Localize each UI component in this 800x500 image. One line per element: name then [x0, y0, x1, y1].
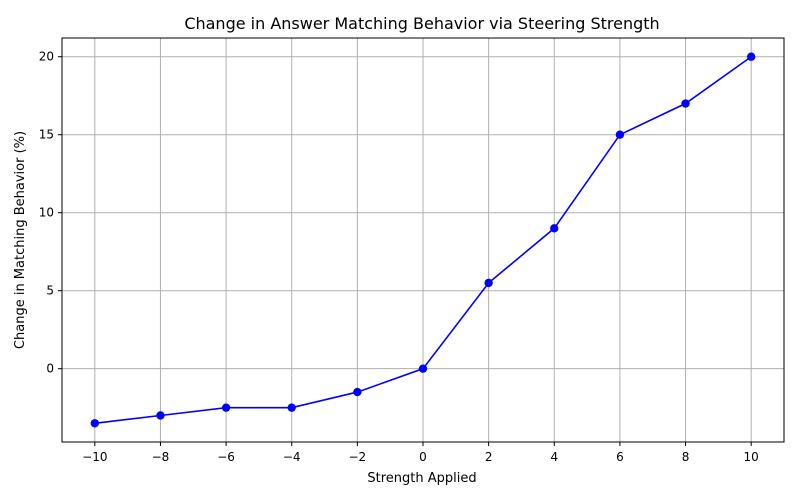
x-tick-label: 0	[419, 450, 427, 464]
grid	[62, 38, 784, 442]
data-point	[681, 99, 690, 108]
x-tick-label: 4	[550, 450, 558, 464]
data-point	[156, 411, 165, 420]
data-point	[287, 403, 296, 412]
y-tick-label: 15	[39, 128, 54, 142]
data-point	[90, 419, 100, 428]
plot-frame	[61, 37, 785, 443]
x-tick-label: 6	[616, 450, 624, 464]
y-tick-label: 10	[39, 206, 54, 220]
x-tick-label: −2	[349, 450, 367, 464]
x-axis-label: Strength Applied	[367, 471, 476, 486]
x-tick-label: −4	[283, 450, 301, 464]
data-point	[221, 403, 231, 412]
x-tick-label: 2	[485, 450, 493, 464]
x-tick-label: −8	[152, 450, 170, 464]
x-tick-label: 10	[744, 450, 759, 464]
data-point	[484, 278, 493, 288]
y-axis-label: Change in Matching Behavior (%)	[13, 131, 28, 349]
x-tick-label: −10	[82, 450, 107, 464]
axis-ticks: −10 −8 −6 −4 −2 0 2 4 6 8 10 0 5 10 15 20	[39, 50, 759, 464]
x-tick-label: −6	[217, 450, 235, 464]
series-layer	[90, 52, 756, 428]
y-tick-label: 5	[46, 284, 54, 298]
y-tick-label: 0	[46, 362, 54, 376]
x-tick-label: 8	[682, 450, 690, 464]
data-point	[746, 52, 756, 61]
data-point	[615, 130, 625, 139]
data-point	[353, 387, 362, 397]
data-point	[418, 364, 428, 373]
data-point	[550, 224, 559, 233]
y-tick-label: 20	[39, 50, 54, 64]
chart-title: Change in Answer Matching Behavior via S…	[184, 14, 659, 33]
